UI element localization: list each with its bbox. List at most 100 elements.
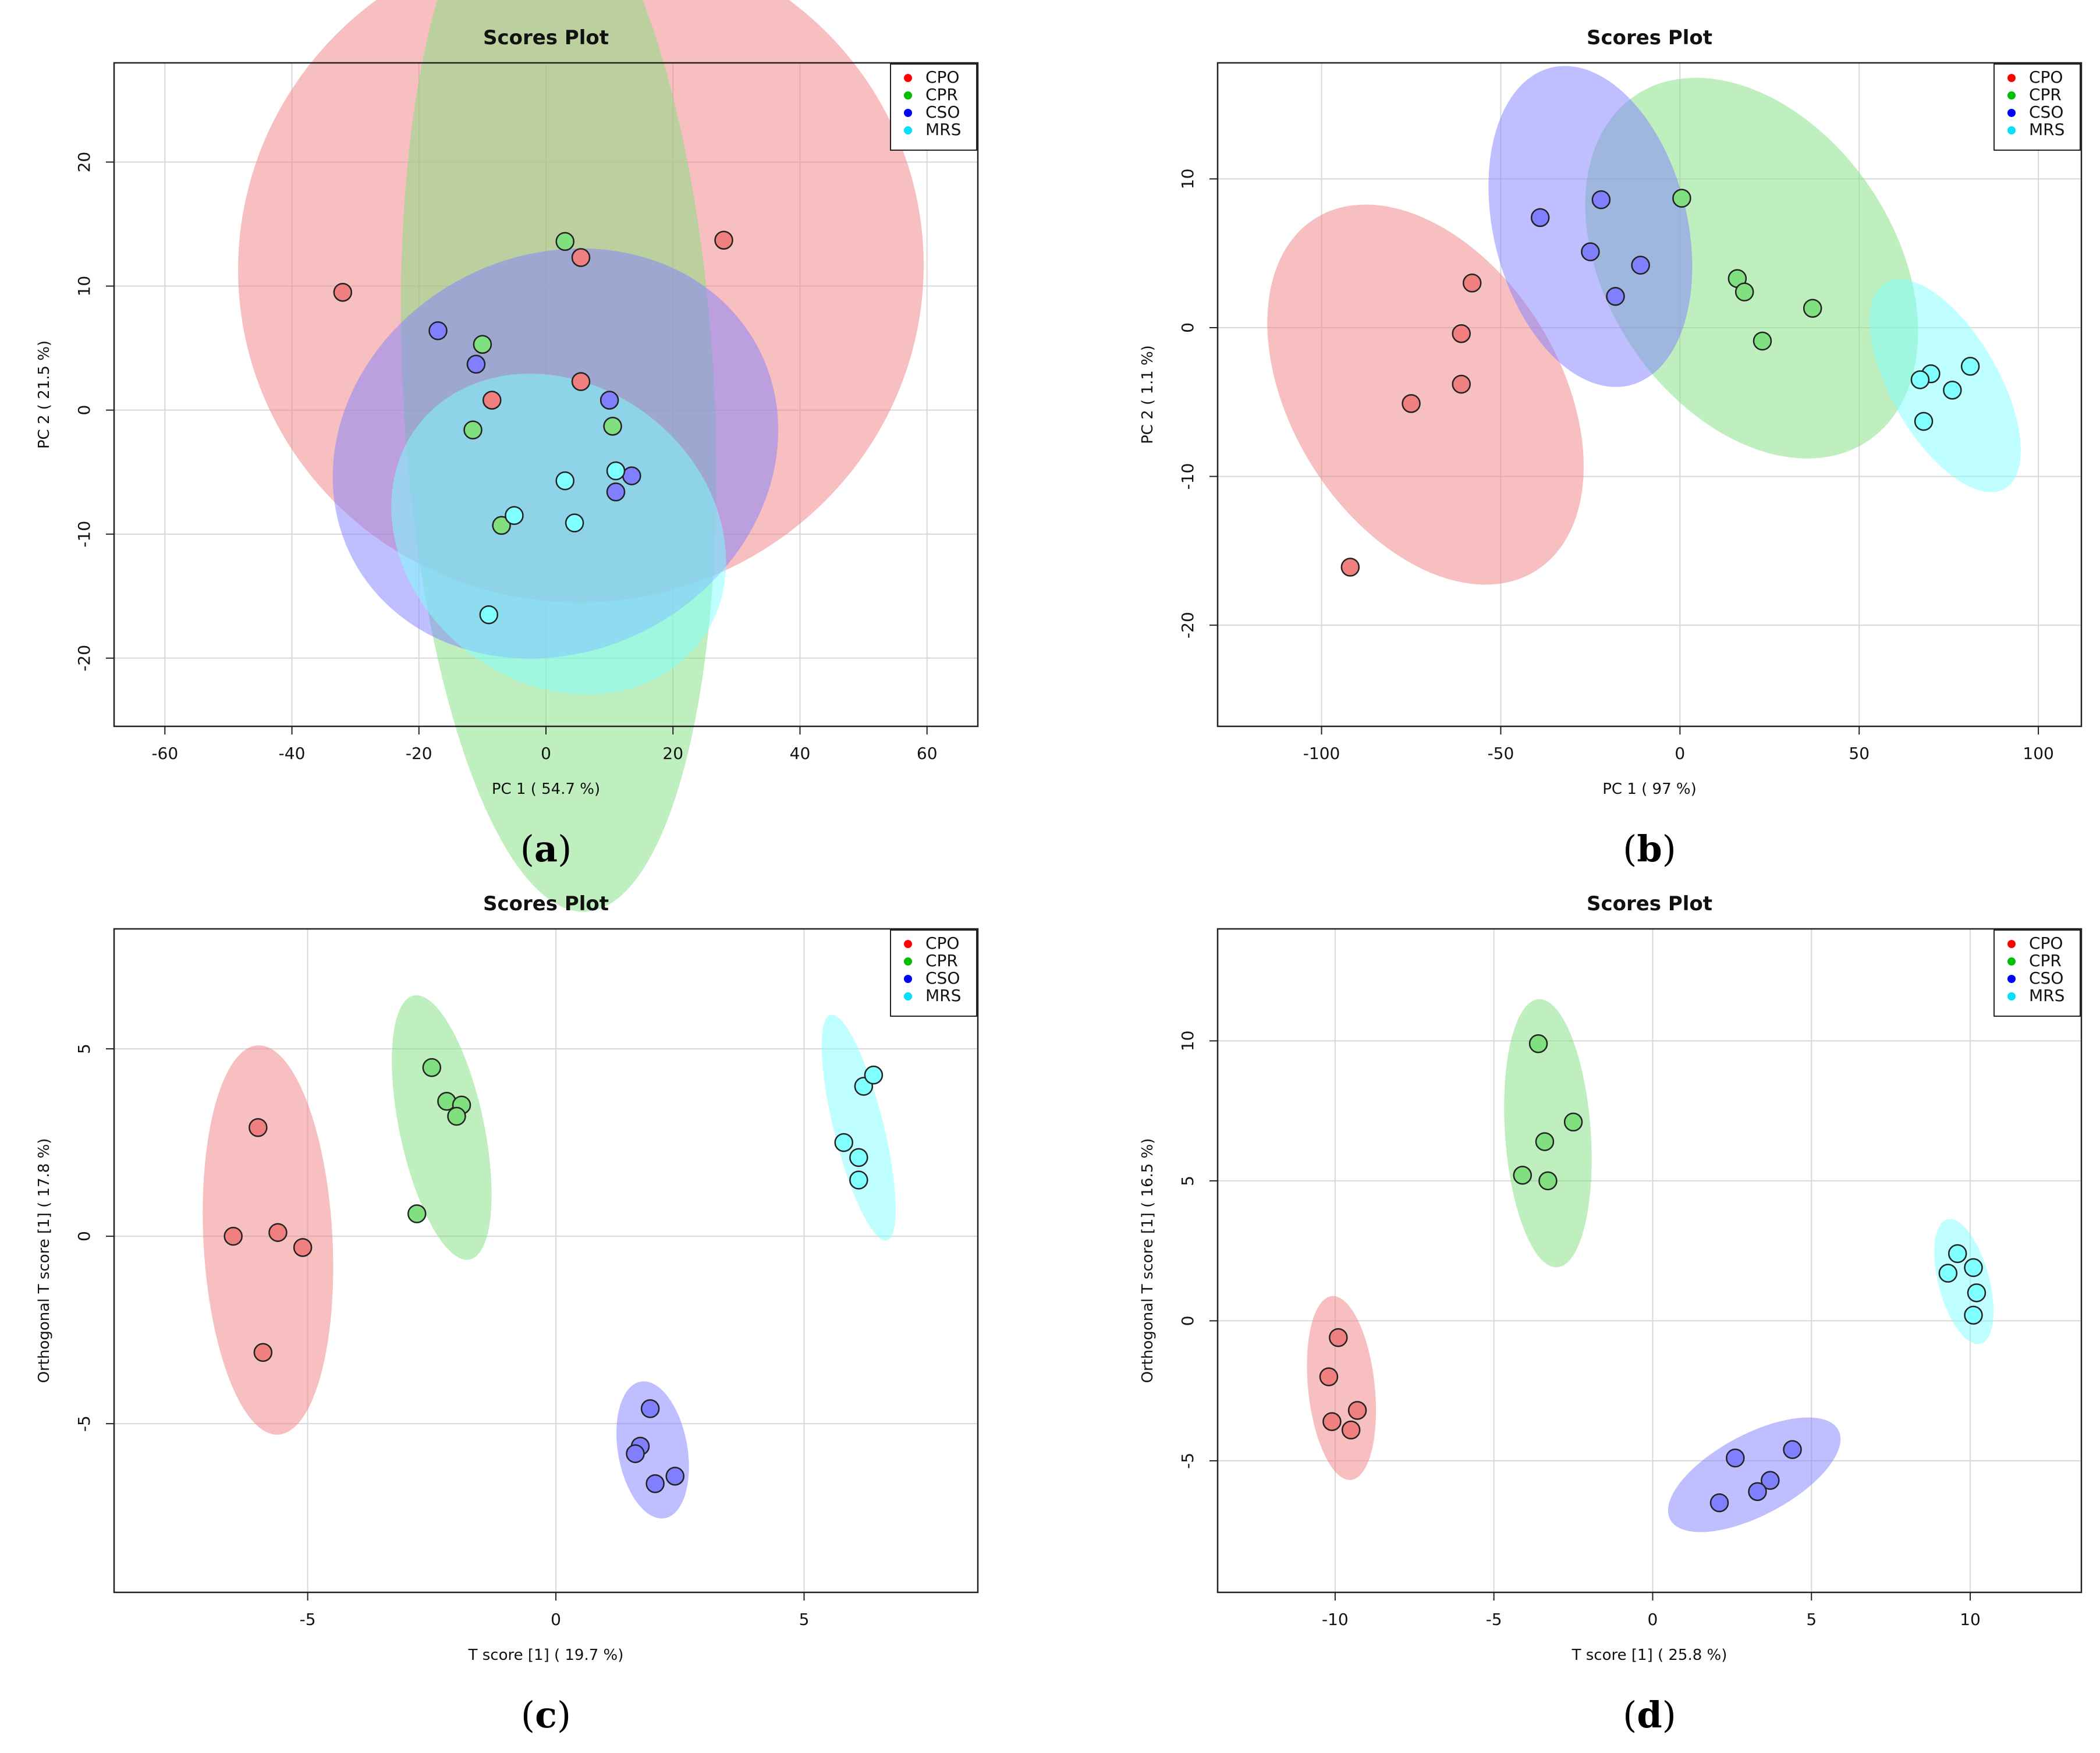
legend-label-cpo: CPO <box>2029 68 2063 87</box>
chart-title: Scores Plot <box>1587 26 1712 49</box>
x-axis-label: T score [1] ( 19.7 %) <box>468 1646 624 1664</box>
data-point-cpo <box>293 1238 313 1257</box>
legend-label-mrs: MRS <box>2029 120 2064 139</box>
legend-label-cso: CSO <box>2029 102 2063 122</box>
legend-label-cpo: CPO <box>2029 934 2063 953</box>
plot-frame <box>1216 928 2083 1594</box>
panel-label: (c) <box>521 1694 571 1736</box>
y-tick-label: 20 <box>75 152 94 173</box>
y-tick-label: 0 <box>75 405 94 416</box>
legend-marker-cpo <box>904 74 912 82</box>
data-point-cso <box>1530 208 1550 228</box>
data-point-mrs <box>606 461 626 481</box>
data-point-mrs <box>834 1133 853 1152</box>
data-point-cpr <box>463 420 483 439</box>
chart-title: Scores Plot <box>483 892 609 915</box>
data-point-cso <box>428 321 448 340</box>
data-point-cso <box>606 482 626 502</box>
x-tick-label: -100 <box>1303 744 1340 763</box>
data-point-cso <box>1631 256 1650 275</box>
confidence-ellipse-cpo <box>203 1045 334 1435</box>
data-point-cpo <box>1319 1367 1339 1386</box>
data-point-cpo <box>1329 1328 1348 1347</box>
y-tick-label: -10 <box>1178 463 1197 490</box>
data-point-mrs <box>565 513 584 533</box>
legend-marker-mrs <box>2007 992 2016 1000</box>
x-tick-label: 0 <box>541 744 551 763</box>
data-point-mrs <box>1943 381 1962 400</box>
legend-label-cso: CSO <box>2029 968 2063 988</box>
y-tick-label: 10 <box>75 276 94 297</box>
legend-marker-cpr <box>904 957 912 966</box>
data-point-cpo <box>571 372 591 391</box>
x-tick-label: 5 <box>1806 1610 1817 1629</box>
legend-marker-cpo <box>2007 74 2016 82</box>
data-point-cpr <box>492 516 511 535</box>
data-point-mrs <box>1910 370 1930 389</box>
y-tick-label: 10 <box>1178 1031 1197 1052</box>
data-point-mrs <box>1960 357 1980 376</box>
data-point-mrs <box>1948 1244 1967 1264</box>
y-tick-label: -10 <box>75 521 94 548</box>
legend-marker-cpr <box>904 91 912 100</box>
data-point-mrs <box>505 506 524 526</box>
data-point-cpo <box>249 1118 268 1137</box>
data-point-mrs <box>479 605 499 624</box>
legend-marker-cpr <box>2007 91 2016 100</box>
data-point-cpo <box>333 282 353 302</box>
data-point-cso <box>1709 1493 1729 1513</box>
legend-box <box>890 63 977 151</box>
legend-label-cpo: CPO <box>925 934 959 953</box>
y-tick-label: -20 <box>75 645 94 672</box>
data-point-cpo <box>1462 274 1482 293</box>
confidence-ellipse-mrs <box>391 374 726 695</box>
panel-label: (a) <box>520 828 572 870</box>
data-point-cso <box>1761 1471 1780 1490</box>
panel-label: (b) <box>1623 828 1676 870</box>
x-tick-label: 50 <box>1849 744 1870 763</box>
data-point-cso <box>1783 1440 1802 1459</box>
legend-marker-cso <box>2007 109 2016 117</box>
data-point-mrs <box>849 1170 868 1190</box>
y-axis-label: Orthogonal T score [1] ( 17.8 %) <box>36 1138 53 1383</box>
legend-label-mrs: MRS <box>2029 986 2064 1005</box>
data-point-cso <box>1726 1448 1745 1468</box>
data-point-cpo <box>1340 558 1360 577</box>
data-point-cso <box>466 354 486 374</box>
x-tick-label: 20 <box>662 744 683 763</box>
chart-title: Scores Plot <box>1587 892 1712 915</box>
data-point-cpr <box>447 1106 466 1126</box>
data-point-mrs <box>555 471 574 491</box>
x-tick-label: -20 <box>406 744 432 763</box>
legend-marker-cso <box>2007 975 2016 983</box>
panel-label: (d) <box>1623 1694 1676 1736</box>
y-tick-label: 0 <box>75 1231 94 1241</box>
legend-label-cpr: CPR <box>2029 85 2062 104</box>
confidence-ellipse-mrs <box>821 1014 896 1241</box>
data-point-cso <box>665 1467 684 1486</box>
legend-label-cso: CSO <box>925 102 960 122</box>
legend-label-cpr: CPR <box>2029 951 2062 970</box>
legend-label-mrs: MRS <box>925 120 961 139</box>
data-point-cso <box>1606 287 1625 306</box>
x-tick-label: 10 <box>1960 1610 1981 1629</box>
legend-marker-cso <box>904 109 912 117</box>
legend-label-cpr: CPR <box>925 85 958 104</box>
x-tick-label: -50 <box>1488 744 1514 763</box>
data-point-cpr <box>603 417 622 436</box>
data-point-cso <box>626 1444 645 1463</box>
data-point-cso <box>622 466 641 485</box>
x-tick-label: -60 <box>151 744 178 763</box>
legend-marker-cpo <box>2007 940 2016 948</box>
chart-title: Scores Plot <box>483 26 609 49</box>
panel-c: -5 0 5 -5 0 5 Scores Plot T score [1] ( 19.7 %)… <box>36 892 979 1736</box>
x-tick-label: 100 <box>2023 744 2053 763</box>
panel-d: -10 -5 0 5 10 -5 0 5 10 Scores Plot T score [1] ( … <box>1139 892 2083 1736</box>
x-tick-label: -5 <box>300 1610 316 1629</box>
data-point-cso <box>1581 242 1600 261</box>
x-tick-label: 40 <box>790 744 811 763</box>
y-axis-label: PC 2 ( 1.1 %) <box>1139 345 1157 444</box>
